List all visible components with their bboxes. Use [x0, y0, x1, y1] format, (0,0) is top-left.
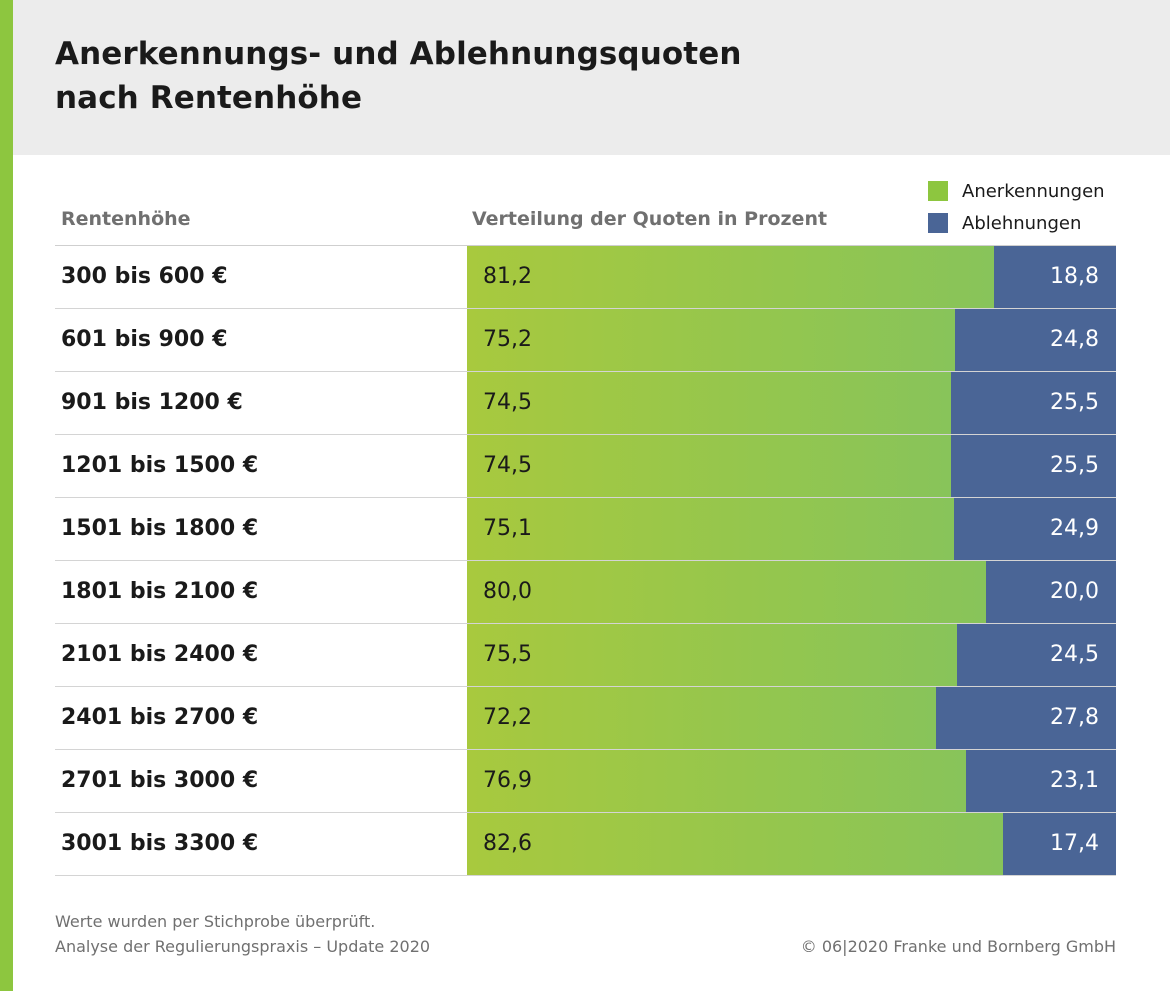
- legend-swatch-ablehnungen: [928, 213, 948, 233]
- bar-anerkennungen: 75,5: [467, 624, 957, 686]
- value-label-anerkennungen: 75,5: [483, 642, 532, 667]
- bar-anerkennungen: 75,1: [467, 498, 955, 560]
- table-row: 2401 bis 2700 € 72,2 27,8: [55, 687, 1116, 750]
- bar-anerkennungen: 75,2: [467, 309, 956, 371]
- stacked-bar: 80,0 20,0: [467, 561, 1116, 623]
- bar-ablehnungen: 20,0: [986, 561, 1116, 623]
- bar-ablehnungen: 17,4: [1003, 813, 1116, 875]
- table-row: 2101 bis 2400 € 75,5 24,5: [55, 624, 1116, 687]
- bar-anerkennungen: 74,5: [467, 435, 951, 497]
- value-label-ablehnungen: 20,0: [1050, 579, 1099, 604]
- stacked-bar: 74,5 25,5: [467, 372, 1116, 434]
- bar-ablehnungen: 27,8: [935, 687, 1116, 749]
- value-label-ablehnungen: 18,8: [1050, 264, 1099, 289]
- bar-anerkennungen: 76,9: [467, 750, 967, 812]
- stacked-bar: 75,5 24,5: [467, 624, 1116, 686]
- stacked-bar: 75,2 24,8: [467, 309, 1116, 371]
- bar-anerkennungen: 72,2: [467, 687, 936, 749]
- category-label: 300 bis 600 €: [61, 264, 228, 289]
- category-label: 2101 bis 2400 €: [61, 642, 259, 667]
- category-label: 901 bis 1200 €: [61, 390, 243, 415]
- column-header-verteilung: Verteilung der Quoten in Prozent: [472, 208, 828, 230]
- value-label-anerkennungen: 81,2: [483, 264, 532, 289]
- bar-ablehnungen: 24,5: [956, 624, 1116, 686]
- category-label: 2701 bis 3000 €: [61, 768, 259, 793]
- legend-item-ablehnungen: Ablehnungen: [928, 207, 1105, 239]
- stacked-bar: 75,1 24,9: [467, 498, 1116, 560]
- value-label-ablehnungen: 25,5: [1050, 453, 1099, 478]
- value-label-ablehnungen: 17,4: [1050, 831, 1099, 856]
- accent-bar: [0, 0, 13, 991]
- table-row: 300 bis 600 € 81,2 18,8: [55, 246, 1116, 309]
- bar-ablehnungen: 18,8: [993, 246, 1116, 308]
- value-label-anerkennungen: 80,0: [483, 579, 532, 604]
- bar-ablehnungen: 24,8: [955, 309, 1116, 371]
- bar-anerkennungen: 80,0: [467, 561, 987, 623]
- category-label: 1201 bis 1500 €: [61, 453, 259, 478]
- footnote-line-1: Werte wurden per Stichprobe überprüft.: [55, 912, 376, 931]
- value-label-anerkennungen: 76,9: [483, 768, 532, 793]
- stacked-bar: 82,6 17,4: [467, 813, 1116, 875]
- header-divider: [55, 245, 1116, 246]
- category-label: 601 bis 900 €: [61, 327, 228, 352]
- legend-label-ablehnungen: Ablehnungen: [962, 212, 1082, 234]
- stacked-bar: 72,2 27,8: [467, 687, 1116, 749]
- bar-ablehnungen: 25,5: [950, 372, 1116, 434]
- legend: Anerkennungen Ablehnungen: [928, 175, 1105, 239]
- legend-swatch-anerkennungen: [928, 181, 948, 201]
- header-band: [13, 0, 1170, 155]
- category-label: 1501 bis 1800 €: [61, 516, 259, 541]
- stacked-bar: 76,9 23,1: [467, 750, 1116, 812]
- bar-ablehnungen: 25,5: [950, 435, 1116, 497]
- value-label-ablehnungen: 25,5: [1050, 390, 1099, 415]
- value-label-anerkennungen: 74,5: [483, 453, 532, 478]
- chart-title-line-2: nach Rentenhöhe: [55, 80, 363, 116]
- bar-anerkennungen: 82,6: [467, 813, 1004, 875]
- chart-title: Anerkennungs- und Ablehnungsquoten nach …: [55, 32, 742, 120]
- chart-title-line-1: Anerkennungs- und Ablehnungsquoten: [55, 36, 742, 72]
- chart-rows: 300 bis 600 € 81,2 18,8 601 bis 900 € 75,2 24…: [55, 246, 1116, 876]
- value-label-anerkennungen: 72,2: [483, 705, 532, 730]
- table-row: 1801 bis 2100 € 80,0 20,0: [55, 561, 1116, 624]
- stacked-bar: 74,5 25,5: [467, 435, 1116, 497]
- value-label-ablehnungen: 24,8: [1050, 327, 1099, 352]
- table-row: 1201 bis 1500 € 74,5 25,5: [55, 435, 1116, 498]
- value-label-ablehnungen: 24,9: [1050, 516, 1099, 541]
- legend-label-anerkennungen: Anerkennungen: [962, 180, 1105, 202]
- value-label-ablehnungen: 23,1: [1050, 768, 1099, 793]
- copyright: © 06|2020 Franke und Bornberg GmbH: [800, 937, 1116, 956]
- bar-anerkennungen: 81,2: [467, 246, 994, 308]
- table-row: 3001 bis 3300 € 82,6 17,4: [55, 813, 1116, 876]
- bar-ablehnungen: 23,1: [966, 750, 1116, 812]
- value-label-ablehnungen: 27,8: [1050, 705, 1099, 730]
- stacked-bar: 81,2 18,8: [467, 246, 1116, 308]
- value-label-anerkennungen: 82,6: [483, 831, 532, 856]
- legend-item-anerkennungen: Anerkennungen: [928, 175, 1105, 207]
- table-row: 901 bis 1200 € 74,5 25,5: [55, 372, 1116, 435]
- value-label-anerkennungen: 74,5: [483, 390, 532, 415]
- footnote: Werte wurden per Stichprobe überprüft. A…: [55, 909, 430, 959]
- value-label-anerkennungen: 75,2: [483, 327, 532, 352]
- bar-ablehnungen: 24,9: [954, 498, 1116, 560]
- category-label: 3001 bis 3300 €: [61, 831, 259, 856]
- value-label-ablehnungen: 24,5: [1050, 642, 1099, 667]
- category-label: 2401 bis 2700 €: [61, 705, 259, 730]
- column-header-rentenhoehe: Rentenhöhe: [61, 208, 191, 230]
- category-label: 1801 bis 2100 €: [61, 579, 259, 604]
- table-row: 1501 bis 1800 € 75,1 24,9: [55, 498, 1116, 561]
- table-row: 601 bis 900 € 75,2 24,8: [55, 309, 1116, 372]
- value-label-anerkennungen: 75,1: [483, 516, 532, 541]
- footnote-line-2: Analyse der Regulierungspraxis – Update …: [55, 937, 431, 956]
- bar-anerkennungen: 74,5: [467, 372, 951, 434]
- table-row: 2701 bis 3000 € 76,9 23,1: [55, 750, 1116, 813]
